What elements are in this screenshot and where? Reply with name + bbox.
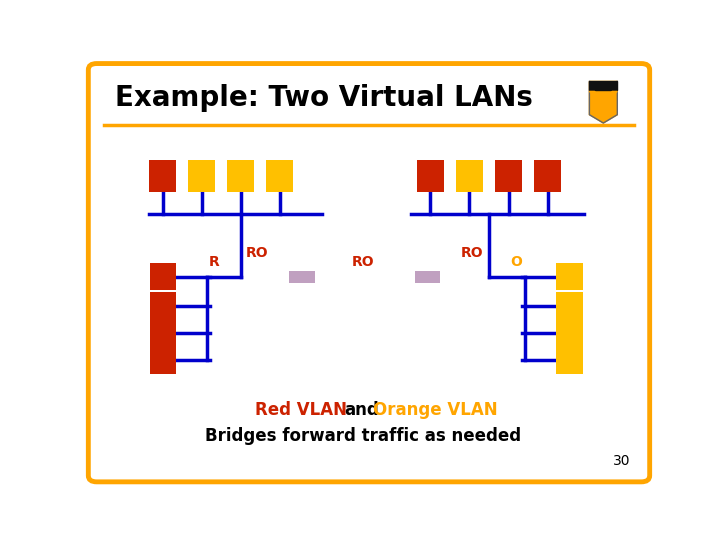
Bar [228,160,254,192]
Text: Bridges forward traffic as needed: Bridges forward traffic as needed [205,427,521,445]
Bar [456,160,483,192]
Bar [556,293,582,320]
Text: Red VLAN: Red VLAN [255,401,346,419]
Text: RO: RO [246,246,269,260]
Bar [149,160,176,192]
FancyBboxPatch shape [89,64,649,482]
Text: O: O [510,255,522,269]
Bar [417,160,444,192]
Text: RO: RO [352,255,374,269]
Polygon shape [590,91,617,103]
Text: 30: 30 [613,454,630,468]
Bar [556,347,582,374]
Bar [495,160,522,192]
Bar [150,320,176,347]
Bar [534,160,561,192]
Bar [556,320,582,347]
Text: and: and [344,401,379,419]
Bar [150,264,176,291]
Bar [415,271,440,283]
Polygon shape [590,82,617,123]
Text: Example: Two Virtual LANs: Example: Two Virtual LANs [115,84,533,112]
Bar [150,347,176,374]
Polygon shape [590,82,617,90]
Bar [289,271,315,283]
Bar [556,264,582,291]
Text: Orange VLAN: Orange VLAN [374,401,498,419]
Text: RO: RO [461,246,483,260]
Bar [266,160,293,192]
Bar [150,293,176,320]
Bar [188,160,215,192]
Text: R: R [209,255,220,269]
